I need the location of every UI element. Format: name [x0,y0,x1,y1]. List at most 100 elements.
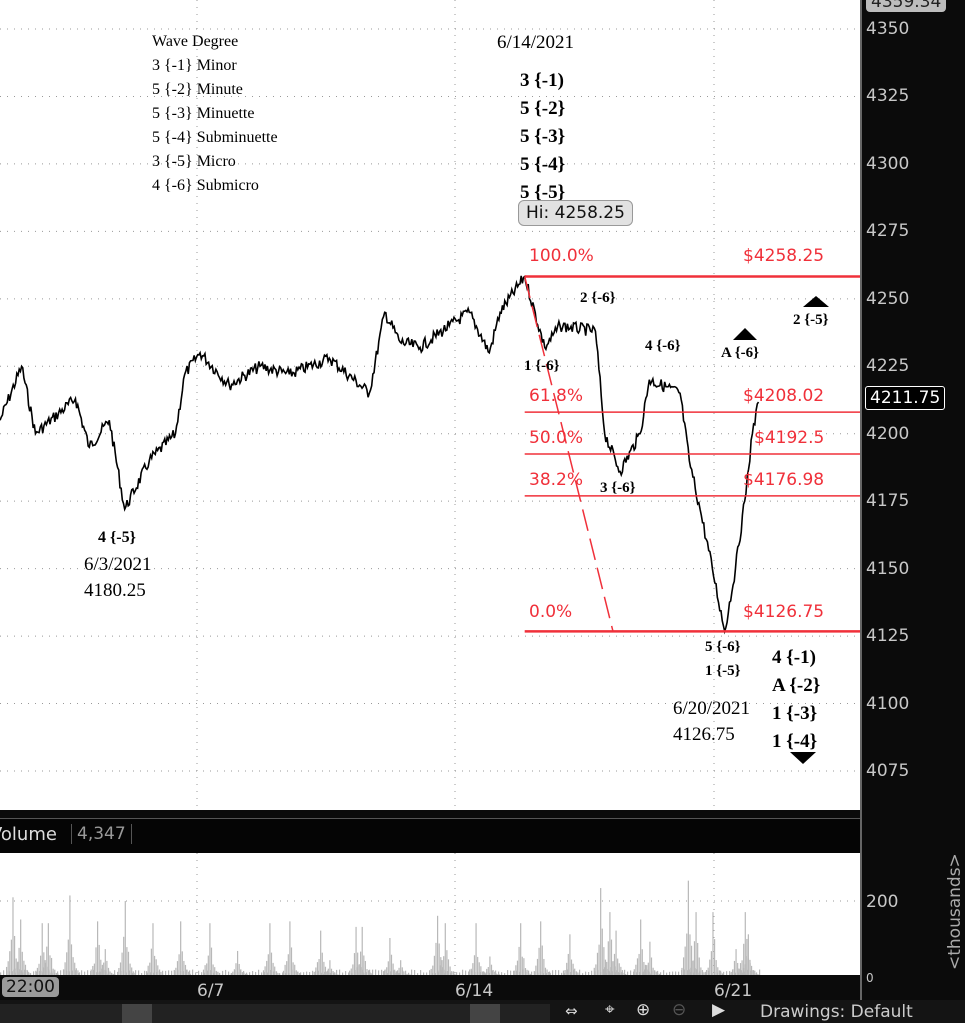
volume-bar [358,965,360,975]
volume-bar [438,972,440,975]
volume-bar [87,970,89,975]
volume-bar [240,970,242,975]
volume-bar [510,970,512,975]
volume-bar [641,949,643,975]
volume-bar [96,972,98,975]
volume-bar [720,970,722,975]
volume-bar [237,950,239,975]
volume-chart[interactable] [0,853,860,975]
cursor-time-badge: 22:00 [2,977,59,997]
volume-bar [630,970,632,975]
volume-bar [321,952,323,975]
volume-bar [232,971,234,975]
horizontal-scrollbar[interactable] [0,1004,550,1023]
volume-bar [529,973,531,975]
volume-bar [339,969,341,975]
wave-2-5: 2 {-5} [793,312,829,328]
volume-bar [564,970,566,975]
volume-bar [9,971,11,975]
volume-bar [345,971,347,975]
volume-bar [750,965,753,975]
volume-bar [708,970,710,975]
volume-bar [497,974,499,975]
volume-bar [201,972,203,975]
volume-bar [24,964,27,975]
price-chart[interactable] [0,0,860,810]
volume-bar [606,972,608,975]
count: 1 {-4} [772,731,818,752]
volume-bar [334,972,336,975]
drawings-set-label[interactable]: Drawings: Default [760,1002,913,1022]
volume-bar [294,964,296,975]
zoom-in-icon[interactable]: ⊕ [636,1000,651,1020]
volume-bar [700,967,702,975]
drawing-arrow-icon[interactable]: ▶ [712,1000,726,1020]
volume-bar [270,952,273,975]
volume-bar [650,957,653,975]
top-date: 6/14/2021 [497,32,575,53]
volume-bar [655,971,657,975]
volume-bar [369,972,371,975]
volume-bar [504,973,506,975]
volume-bar [396,970,399,975]
volume-bar [355,970,357,975]
volume-bar [36,971,38,975]
volume-bar [246,972,248,975]
time-axis[interactable]: 22:00 6/7 6/14 6/21 [0,975,860,1001]
volume-bar [93,963,95,975]
volume-bar [749,959,751,975]
volume-bar [318,959,320,975]
count: A {-2} [772,675,821,696]
count: 5 {-3} [520,126,566,147]
volume-bar [603,947,605,975]
count: 3 {-1) [520,70,564,91]
volume-bar [744,971,746,975]
volume-bar [90,971,92,975]
volume-bar [192,969,194,975]
volume-bar [124,901,126,975]
volume-bar [432,965,434,975]
volume-bar [523,958,525,975]
volume-bar [267,972,269,975]
volume-bar [747,969,749,975]
pan-icon[interactable]: ⇔ [565,1002,578,1020]
volume-bar [214,967,216,975]
volume-bar [652,967,654,975]
scrollbar-thumb[interactable] [122,1004,152,1023]
volume-bar [538,947,540,975]
volume-bar [348,972,350,975]
volume-bar [562,970,565,975]
volume-bar [552,970,554,975]
volume-bar [495,970,497,975]
volume-bar [644,969,646,975]
volume-bar [63,969,65,975]
volume-bar [570,959,573,975]
volume-bar [501,972,503,975]
volume-bar [406,973,408,975]
volume-bar [13,935,16,975]
scrollbar-thumb[interactable] [470,1004,500,1023]
volume-bar [689,969,691,975]
volume-bar [204,972,206,975]
zoom-out-icon[interactable]: ⊖ [672,1000,687,1020]
fib-price-382: $4176.98 [743,470,825,490]
volume-bar [78,972,81,975]
price-axis[interactable]: 4350 4325 4300 4275 4250 4225 4200 4175 4150 4125… [860,0,965,1000]
volume-bar [525,971,527,975]
volume-bar [658,973,661,975]
volume-bar [723,971,725,975]
volume-bar [75,968,77,975]
volume-bar [750,970,752,975]
volume-bar [702,971,704,975]
volume-bar [519,971,521,975]
volume-bar [252,971,254,975]
volume-bar [709,959,711,975]
volume-bar [395,972,397,975]
volume-bar [645,972,647,975]
crosshair-icon[interactable]: ⌖ [605,1000,615,1020]
fib-price-50: $4192.5 [754,428,825,448]
volume-bar [206,963,208,975]
volume-bar [300,972,302,975]
volume-bar [287,954,289,975]
volume-bar [381,969,383,975]
